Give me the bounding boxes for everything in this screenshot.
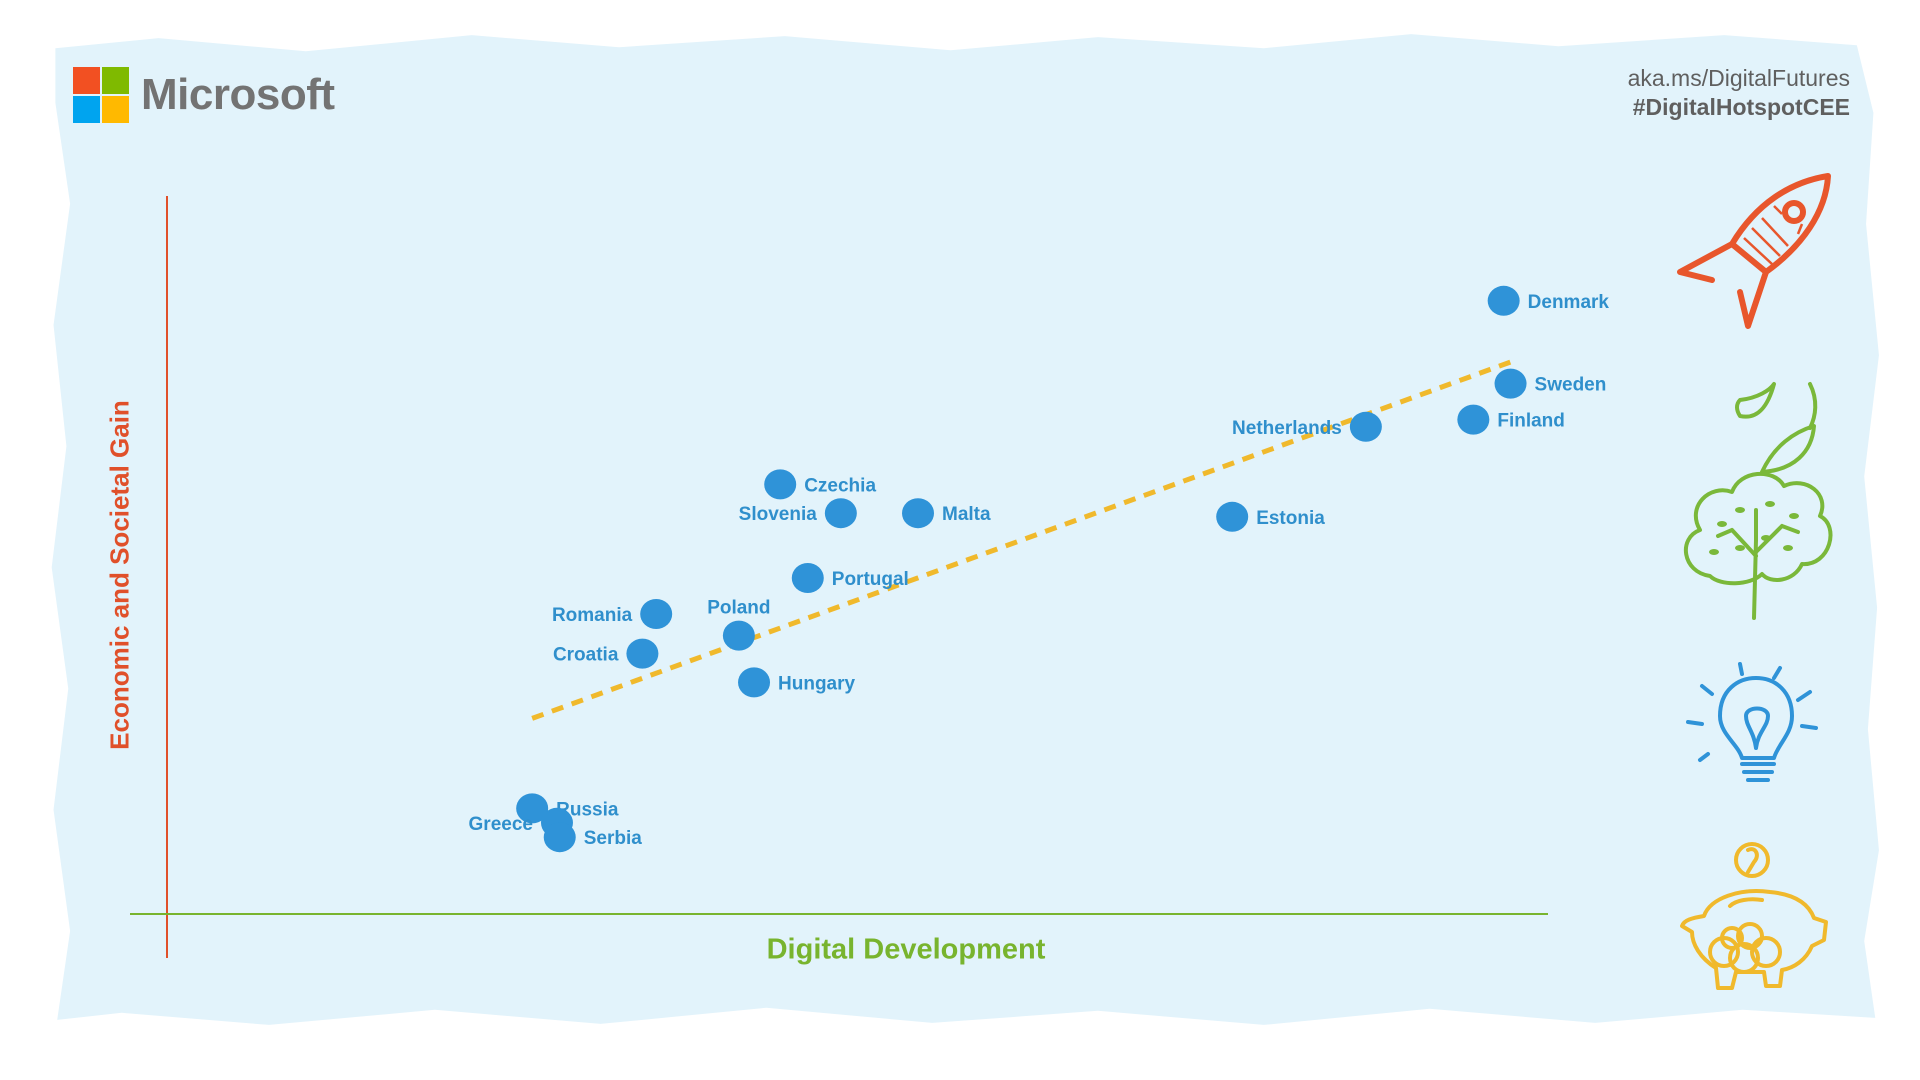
point-label-hungary: Hungary	[778, 673, 856, 694]
data-points: Denmark Sweden Finland Netherlands Estonia Cz…	[469, 285, 1610, 853]
chart-background-panel	[51, 34, 1879, 1025]
logo-square-blue	[73, 96, 100, 123]
data-point-romania	[640, 599, 673, 629]
microsoft-logo-icon	[73, 67, 129, 123]
point-label-romania: Romania	[552, 605, 633, 626]
data-point-hungary	[738, 667, 771, 698]
point-label-poland: Poland	[707, 598, 770, 619]
data-point-estonia	[1216, 501, 1249, 532]
data-point-serbia	[543, 822, 576, 853]
microsoft-logo: Microsoft	[73, 67, 335, 123]
brand-name: Microsoft	[141, 70, 335, 119]
point-label-denmark: Denmark	[1528, 292, 1610, 313]
x-axis-label: Digital Development	[766, 933, 1046, 966]
data-point-malta	[902, 498, 935, 529]
logo-square-red	[73, 67, 100, 94]
logo-square-green	[102, 67, 129, 94]
point-label-finland: Finland	[1497, 411, 1565, 432]
piggy-bank-icon	[1680, 842, 1828, 990]
point-label-greece: Greece	[469, 814, 533, 835]
data-point-czechia	[764, 469, 797, 500]
point-label-portugal: Portugal	[832, 569, 909, 590]
data-point-finland	[1457, 404, 1490, 435]
hashtag-text: #DigitalHotspotCEE	[1632, 94, 1850, 120]
rocket-icon	[1677, 173, 1831, 329]
data-point-denmark	[1487, 285, 1520, 316]
point-label-czechia: Czechia	[804, 475, 876, 496]
data-point-portugal	[791, 563, 824, 593]
data-point-poland	[722, 620, 755, 651]
point-label-sweden: Sweden	[1535, 375, 1607, 396]
lightbulb-icon	[1686, 662, 1818, 782]
data-point-slovenia	[824, 498, 857, 529]
data-point-sweden	[1494, 368, 1527, 399]
trend-line	[531, 359, 1512, 721]
logo-square-yellow	[102, 96, 129, 123]
header-links: aka.ms/DigitalFutures #DigitalHotspotCEE	[1628, 64, 1850, 122]
point-label-croatia: Croatia	[553, 645, 619, 666]
point-label-serbia: Serbia	[584, 828, 643, 849]
point-label-netherlands: Netherlands	[1232, 418, 1342, 439]
point-label-russia: Russia	[556, 799, 619, 820]
data-point-russia	[516, 793, 549, 824]
point-label-estonia: Estonia	[1256, 508, 1325, 529]
point-label-malta: Malta	[942, 504, 991, 525]
data-point-croatia	[626, 638, 659, 669]
point-label-slovenia: Slovenia	[739, 504, 818, 525]
tree-icon	[1683, 382, 1833, 620]
y-axis-label: Economic and Societal Gain	[104, 400, 135, 750]
data-point-netherlands	[1349, 411, 1382, 442]
digital-futures-link[interactable]: aka.ms/DigitalFutures	[1627, 65, 1850, 91]
